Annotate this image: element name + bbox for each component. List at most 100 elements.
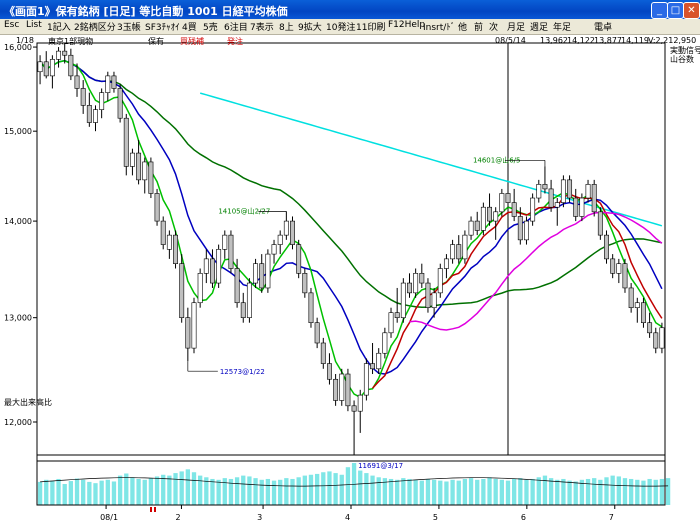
low-annotation: 12573@1/22 [220, 368, 265, 376]
candle-body [591, 184, 597, 213]
close-button[interactable]: ✕ [683, 2, 700, 19]
candle-body [277, 234, 283, 245]
candle-body [216, 249, 222, 284]
candle-body [351, 405, 357, 412]
volume-bar [216, 479, 221, 505]
minimize-button[interactable]: _ [651, 2, 668, 19]
volume-bar [191, 472, 197, 505]
candle-body [573, 197, 579, 217]
volume-bar [413, 479, 418, 505]
volume-bar [50, 480, 55, 505]
candle-body [400, 282, 406, 318]
menu-item[interactable]: 11印刷 [356, 23, 386, 33]
menu-item[interactable]: 5売 [203, 23, 218, 33]
menu-item[interactable]: Esc [4, 20, 20, 30]
volume-bar [68, 481, 74, 505]
volume-bar [198, 475, 203, 505]
volume-bar [530, 478, 535, 505]
volume-bar [388, 478, 394, 505]
menu-item[interactable]: 前 [474, 23, 484, 33]
candle-body [56, 50, 62, 60]
candle-body [240, 302, 246, 318]
candle-body [560, 179, 566, 203]
menu-item[interactable]: List [26, 20, 42, 30]
menu-item[interactable]: 月足 [507, 23, 526, 33]
volume-bar [358, 470, 363, 505]
volume-bar [124, 473, 129, 505]
menu-item[interactable]: 週足 [530, 23, 549, 33]
volume-bar [573, 481, 578, 505]
menu-item[interactable]: 1記入 [47, 23, 71, 33]
menu-item[interactable]: 4買 [182, 23, 197, 33]
menu-item[interactable]: 次 [489, 23, 499, 33]
menu-item[interactable]: 7表示 [250, 23, 274, 33]
volume-bar [579, 479, 585, 505]
candle-body [111, 75, 117, 89]
candle-body [222, 234, 228, 250]
volume-bar [148, 478, 154, 505]
menu-item[interactable]: 9拡大 [298, 23, 322, 33]
volume-bar [142, 479, 147, 505]
event-marker [150, 507, 152, 512]
volume-bar [487, 477, 492, 505]
maximize-button[interactable]: □ [667, 2, 684, 19]
volume-bar [204, 477, 209, 505]
plot-frame [36, 42, 666, 456]
x-tick-label: 2 [175, 513, 180, 522]
x-tick-label: 08/1 [100, 513, 118, 522]
volume-bar [161, 474, 166, 505]
volume-bar [628, 478, 634, 505]
volume-bar [173, 473, 178, 505]
candle-body [634, 302, 640, 308]
menu-item[interactable]: 6注目 [224, 23, 248, 33]
candle-body [105, 75, 111, 93]
volume-bar [136, 478, 141, 505]
volume-bar [167, 475, 172, 505]
category-label: 東京1部現物 [48, 37, 94, 46]
menu-item[interactable]: 8上 [279, 23, 294, 33]
order-label: 発注 [227, 37, 243, 46]
candle-body [622, 263, 628, 289]
volume-bar [99, 480, 104, 505]
menu-item[interactable]: SF3ﾁｬｵｲ [145, 23, 180, 33]
menu-item[interactable]: 10発注 [326, 23, 356, 33]
volume-bar [271, 480, 277, 505]
candle-body [154, 193, 160, 222]
candle-body [413, 273, 419, 294]
candle-body [628, 287, 634, 308]
volume-bar [314, 473, 320, 505]
chart-area[interactable]: 16,000 15,000 14,000 13,000 12,000 12573@1/22… [0, 35, 700, 525]
candle-body [579, 197, 585, 217]
candle-body [388, 312, 394, 334]
candle-body [210, 258, 215, 284]
candle-body [493, 211, 499, 222]
volume-bar [555, 479, 560, 505]
source-label-1: 実動信号 [670, 46, 700, 55]
volume-bar [610, 475, 615, 505]
ma-slow-line [70, 62, 663, 309]
price-chart[interactable]: 16,000 15,000 14,000 13,000 12,000 12573@1/22… [0, 35, 700, 525]
volume-bar [117, 475, 123, 505]
candle-body [283, 220, 289, 236]
volume-bar [647, 478, 652, 505]
menu-item[interactable]: 2銘柄区分 [74, 23, 116, 33]
candle-body [99, 92, 105, 110]
menu-item[interactable]: 他 [458, 23, 468, 33]
candle-body [505, 193, 511, 203]
menu-item[interactable]: Insrt/ﾄﾞ [423, 23, 456, 33]
menu-item[interactable]: F12Help [388, 20, 426, 30]
candle-body [271, 244, 277, 255]
volume-bar [308, 474, 314, 505]
volume-bar [154, 476, 160, 505]
menu-item[interactable]: 電卓 [594, 23, 613, 33]
candle-body [647, 322, 653, 334]
menu-item[interactable]: 3玉帳 [117, 23, 141, 33]
volume-bar [659, 478, 665, 505]
x-tick-label: 5 [433, 513, 438, 522]
menu-item[interactable]: 年足 [553, 23, 572, 33]
close-value: 14,119 [621, 36, 649, 45]
volume-bar [290, 478, 295, 505]
volume-bar [450, 479, 455, 505]
volume-bar [222, 478, 227, 505]
candle-body [419, 273, 425, 284]
